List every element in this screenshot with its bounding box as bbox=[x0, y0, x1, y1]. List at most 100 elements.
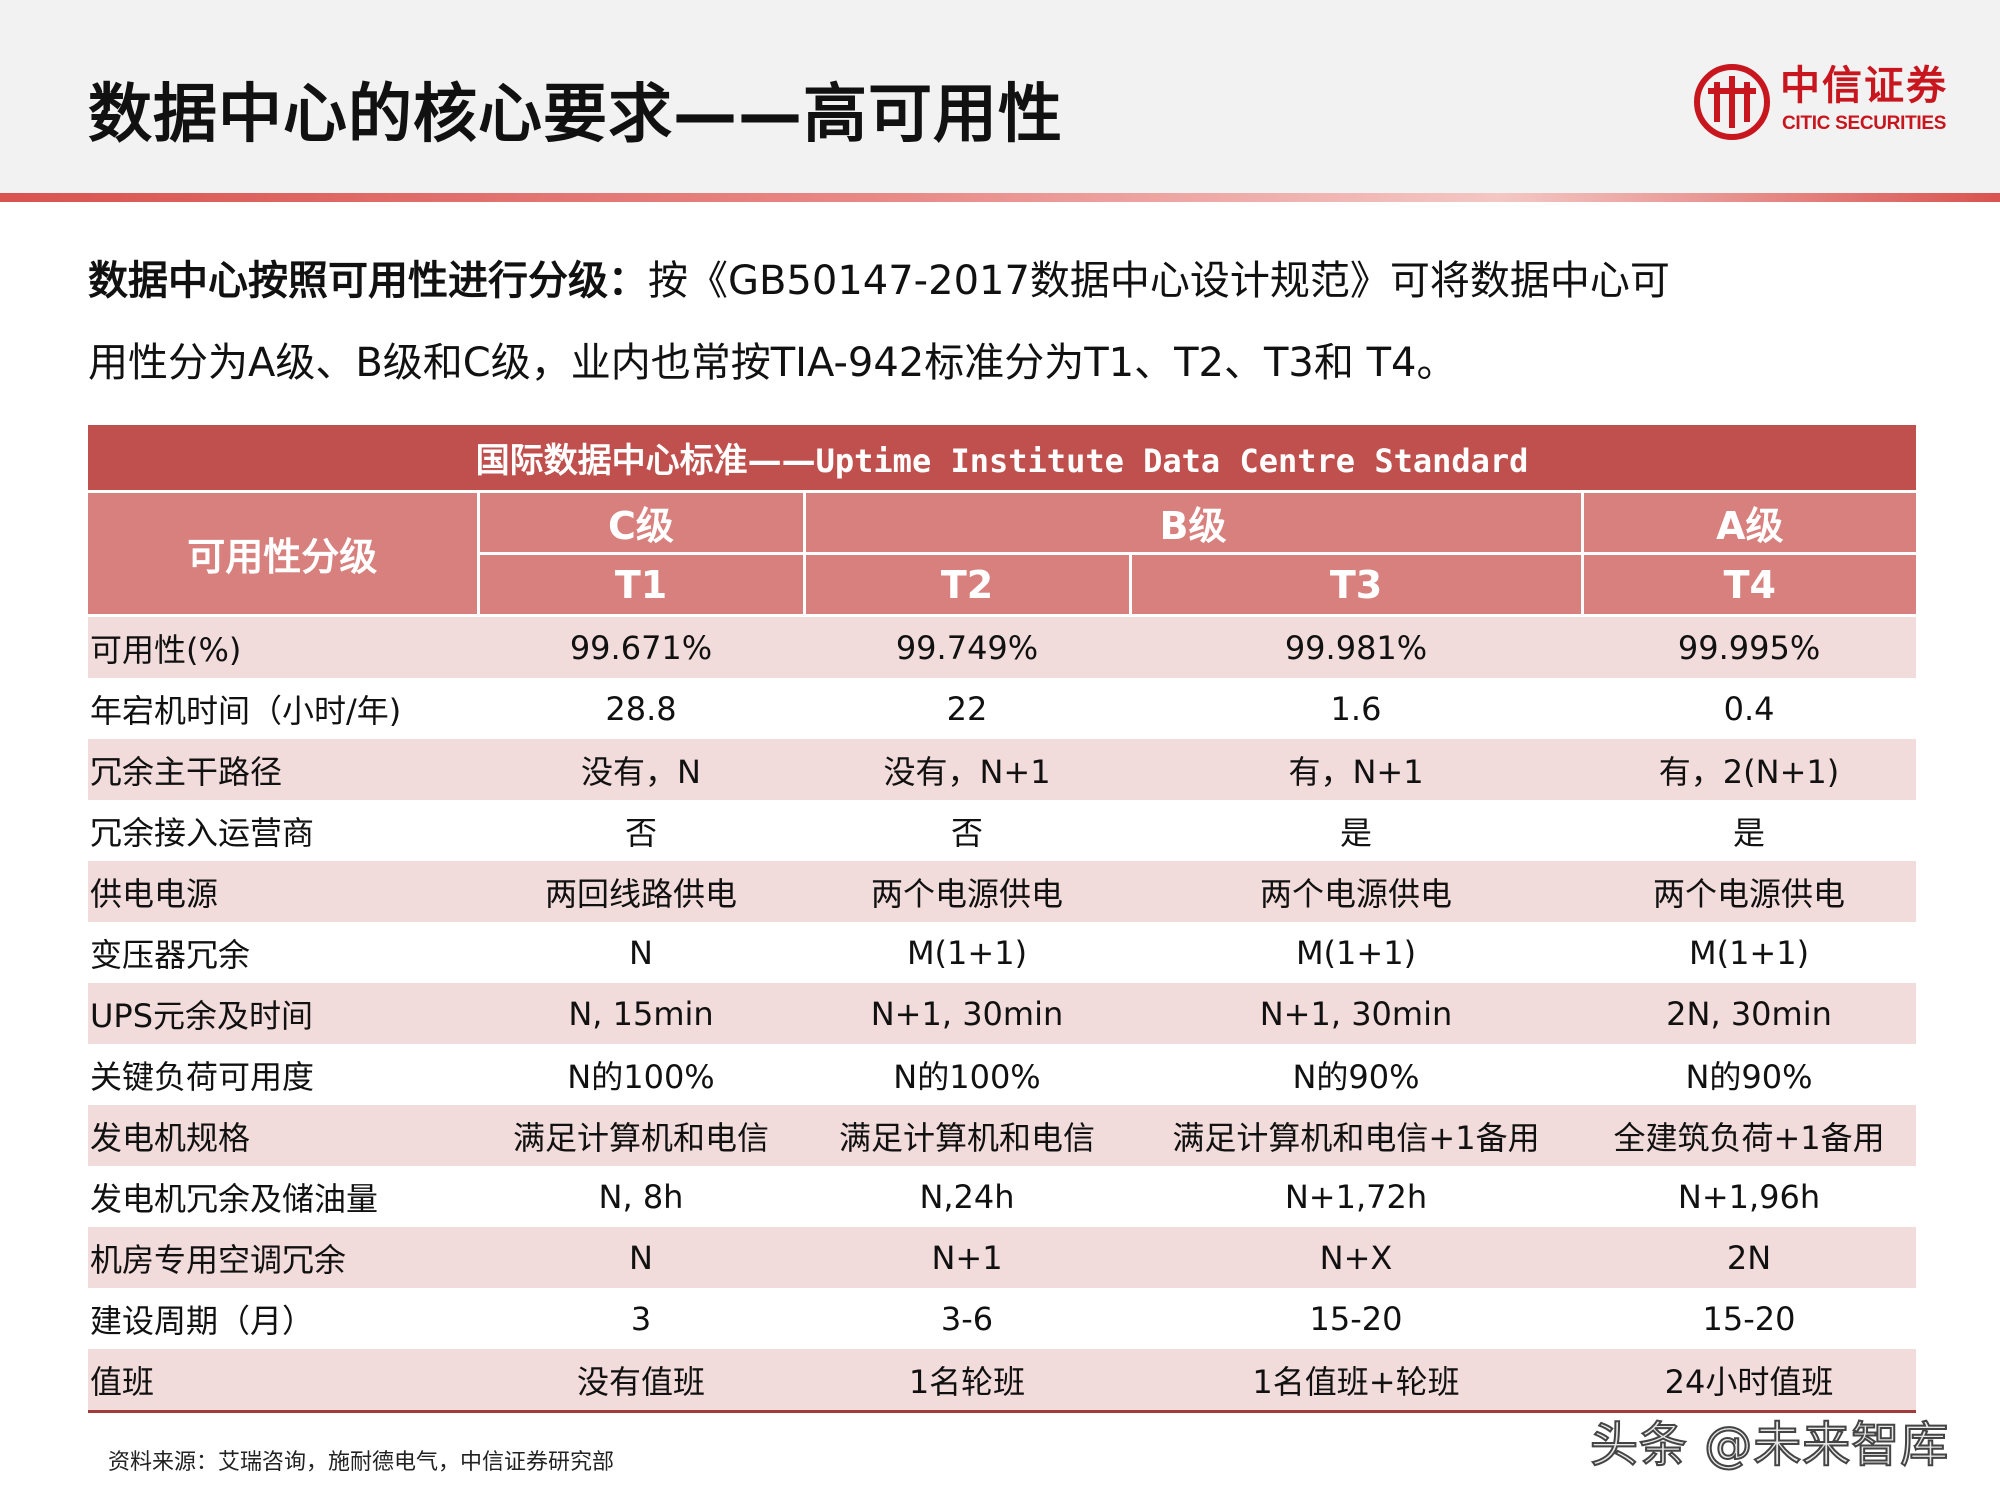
row-label-cell: 冗余接入运营商 bbox=[88, 800, 478, 861]
row-label-cell: 年宕机时间（小时/年) bbox=[88, 678, 478, 739]
tier-t4-cell: N的90% bbox=[1582, 1044, 1917, 1105]
tier-t2-cell: 22 bbox=[804, 678, 1130, 739]
tier-t3-cell: M(1+1) bbox=[1130, 922, 1582, 983]
row-label-cell: 供电电源 bbox=[88, 861, 478, 922]
tier-t4-cell: 全建筑负荷+1备用 bbox=[1582, 1105, 1917, 1166]
tier-t1-header: T1 bbox=[476, 552, 806, 617]
tier-t2-cell: 99.749% bbox=[804, 615, 1130, 678]
tier-header-row: T1 T2 T3 T4 bbox=[88, 552, 1917, 617]
row-label-cell: 机房专用空调冗余 bbox=[88, 1227, 478, 1288]
tier-t1-cell: 两回线路供电 bbox=[478, 861, 804, 922]
tier-t4-cell: 24小时值班 bbox=[1582, 1349, 1917, 1413]
tier-t4-cell: 两个电源供电 bbox=[1582, 861, 1917, 922]
table-title-row: 国际数据中心标准——Uptime Institute Data Centre S… bbox=[88, 425, 1917, 493]
tier-t2-cell: 1名轮班 bbox=[804, 1349, 1130, 1413]
tier-t1-cell: N, 15min bbox=[478, 983, 804, 1044]
row-label-cell: 发电机冗余及储油量 bbox=[88, 1166, 478, 1227]
tier-t3-cell: 有，N+1 bbox=[1130, 739, 1582, 800]
intro-line-2: 用性分为A级、B级和C级，业内也常按TIA-942标准分为T1、T2、T3和 T… bbox=[88, 340, 1457, 386]
tier-t3-cell: N的90% bbox=[1130, 1044, 1582, 1105]
table-row: UPS元余及时间 N, 15min N+1, 30min N+1, 30min 2N, … bbox=[88, 983, 1917, 1044]
tier-t1-cell: 3 bbox=[478, 1288, 804, 1349]
tier-t2-cell: 没有，N+1 bbox=[804, 739, 1130, 800]
intro-lead: 数据中心按照可用性进行分级： bbox=[88, 258, 648, 304]
tier-t2-header: T2 bbox=[802, 552, 1132, 617]
intro-line-1-text: 按《GB50147-2017数据中心设计规范》可将数据中心可 bbox=[648, 258, 1670, 304]
intro-line-1: 数据中心按照可用性进行分级：按《GB50147-2017数据中心设计规范》可将数… bbox=[88, 240, 1928, 322]
tier-t1-cell: N, 8h bbox=[478, 1166, 804, 1227]
table-body: 可用性(%) 99.671% 99.749% 99.981% 99.995% 年宕机时间（… bbox=[88, 615, 1917, 1413]
header-divider bbox=[0, 193, 2000, 202]
table-row: 建设周期（月） 3 3-6 15-20 15-20 bbox=[88, 1288, 1917, 1349]
tier-t4-cell: 99.995% bbox=[1582, 615, 1917, 678]
table-row: 供电电源 两回线路供电 两个电源供电 两个电源供电 两个电源供电 bbox=[88, 861, 1917, 922]
tier-t3-cell: 是 bbox=[1130, 800, 1582, 861]
tier-t1-cell: 28.8 bbox=[478, 678, 804, 739]
row-label-cell: 发电机规格 bbox=[88, 1105, 478, 1166]
table-row: 机房专用空调冗余 N N+1 N+X 2N bbox=[88, 1227, 1917, 1288]
row-label-cell: 可用性(%) bbox=[88, 615, 478, 678]
tier-t3-cell: 两个电源供电 bbox=[1130, 861, 1582, 922]
tier-t2-cell: 两个电源供电 bbox=[804, 861, 1130, 922]
table-row: 冗余接入运营商否否是是 bbox=[88, 800, 1917, 861]
table-row: 年宕机时间（小时/年) 28.8 22 1.6 0.4 bbox=[88, 678, 1917, 739]
rowlabel-header: 可用性分级 bbox=[88, 490, 480, 617]
tier-t1-cell: N bbox=[478, 1227, 804, 1288]
row-label-cell: UPS元余及时间 bbox=[88, 983, 478, 1044]
tier-standard-table: 国际数据中心标准——Uptime Institute Data Centre S… bbox=[88, 425, 1917, 1413]
tier-t3-cell: 1.6 bbox=[1130, 678, 1582, 739]
table-title: 国际数据中心标准——Uptime Institute Data Centre S… bbox=[88, 425, 1917, 493]
tier-t4-cell: 2N, 30min bbox=[1582, 983, 1917, 1044]
tier-t3-header: T3 bbox=[1128, 552, 1584, 617]
logo-chinese-name: 中信证券 bbox=[1780, 62, 1948, 109]
tier-t3-cell: N+1, 30min bbox=[1130, 983, 1582, 1044]
tier-t2-cell: 3-6 bbox=[804, 1288, 1130, 1349]
page-title: 数据中心的核心要求——高可用性 bbox=[88, 78, 1063, 152]
tier-t1-cell: N bbox=[478, 922, 804, 983]
header-band bbox=[0, 0, 2000, 193]
watermark: 头条 @未来智库 bbox=[1589, 1416, 1950, 1474]
table-row: 变压器冗余 N M(1+1) M(1+1) M(1+1) bbox=[88, 922, 1917, 983]
grade-c-header: C级 bbox=[476, 490, 806, 555]
intro-paragraph: 数据中心按照可用性进行分级：按《GB50147-2017数据中心设计规范》可将数… bbox=[88, 240, 1928, 404]
table-title-en: Uptime Institute Data Centre Standard bbox=[815, 442, 1529, 480]
table-title-cn: 国际数据中心标准—— bbox=[475, 441, 816, 481]
tier-t2-cell: N+1, 30min bbox=[804, 983, 1130, 1044]
table-row: 冗余主干路径 没有，N 没有，N+1 有，N+1 有，2(N+1) bbox=[88, 739, 1917, 800]
tier-t1-cell: 没有，N bbox=[478, 739, 804, 800]
table-row: 可用性(%) 99.671% 99.749% 99.981% 99.995% bbox=[88, 615, 1917, 678]
tier-t1-cell: N的100% bbox=[478, 1044, 804, 1105]
tier-t4-cell: 有，2(N+1) bbox=[1582, 739, 1917, 800]
grade-b-header: B级 bbox=[802, 490, 1584, 555]
tier-t1-cell: 满足计算机和电信 bbox=[478, 1105, 804, 1166]
table-row: 关键负荷可用度 N的100% N的100% N的90% N的90% bbox=[88, 1044, 1917, 1105]
tier-t4-cell: 15-20 bbox=[1582, 1288, 1917, 1349]
tier-t4-cell: 是 bbox=[1582, 800, 1917, 861]
logo-english-name: CITIC SECURITIES bbox=[1782, 113, 1947, 134]
source-note: 资料来源：艾瑞咨询，施耐德电气，中信证券研究部 bbox=[108, 1450, 615, 1475]
tier-t3-cell: N+1,72h bbox=[1130, 1166, 1582, 1227]
citic-logo-icon bbox=[1694, 64, 1770, 140]
row-label-cell: 值班 bbox=[88, 1349, 478, 1413]
table-row: 值班 没有值班 1名轮班 1名值班+轮班 24小时值班 bbox=[88, 1349, 1917, 1413]
tier-t1-cell: 否 bbox=[478, 800, 804, 861]
tier-t3-cell: 15-20 bbox=[1130, 1288, 1582, 1349]
row-label-cell: 冗余主干路径 bbox=[88, 739, 478, 800]
row-label-cell: 变压器冗余 bbox=[88, 922, 478, 983]
tier-t4-cell: M(1+1) bbox=[1582, 922, 1917, 983]
row-label-cell: 建设周期（月） bbox=[88, 1288, 478, 1349]
grade-a-header: A级 bbox=[1580, 490, 1917, 555]
citic-logo: 中信证券 CITIC SECURITIES bbox=[1694, 62, 1964, 142]
table-row: 发电机规格 满足计算机和电信 满足计算机和电信 满足计算机和电信+1备用 全建筑负荷+1… bbox=[88, 1105, 1917, 1166]
grade-header-row: 可用性分级 C级 B级 A级 bbox=[88, 490, 1917, 617]
tier-t2-cell: N+1 bbox=[804, 1227, 1130, 1288]
table-row: 发电机冗余及储油量 N, 8h N,24h N+1,72h N+1,96h bbox=[88, 1166, 1917, 1227]
tier-t3-cell: N+X bbox=[1130, 1227, 1582, 1288]
tier-t4-header: T4 bbox=[1580, 552, 1917, 617]
tier-t4-cell: 0.4 bbox=[1582, 678, 1917, 739]
tier-t3-cell: 1名值班+轮班 bbox=[1130, 1349, 1582, 1413]
tier-t2-cell: M(1+1) bbox=[804, 922, 1130, 983]
tier-t4-cell: N+1,96h bbox=[1582, 1166, 1917, 1227]
tier-t2-cell: 满足计算机和电信 bbox=[804, 1105, 1130, 1166]
tier-t2-cell: 否 bbox=[804, 800, 1130, 861]
